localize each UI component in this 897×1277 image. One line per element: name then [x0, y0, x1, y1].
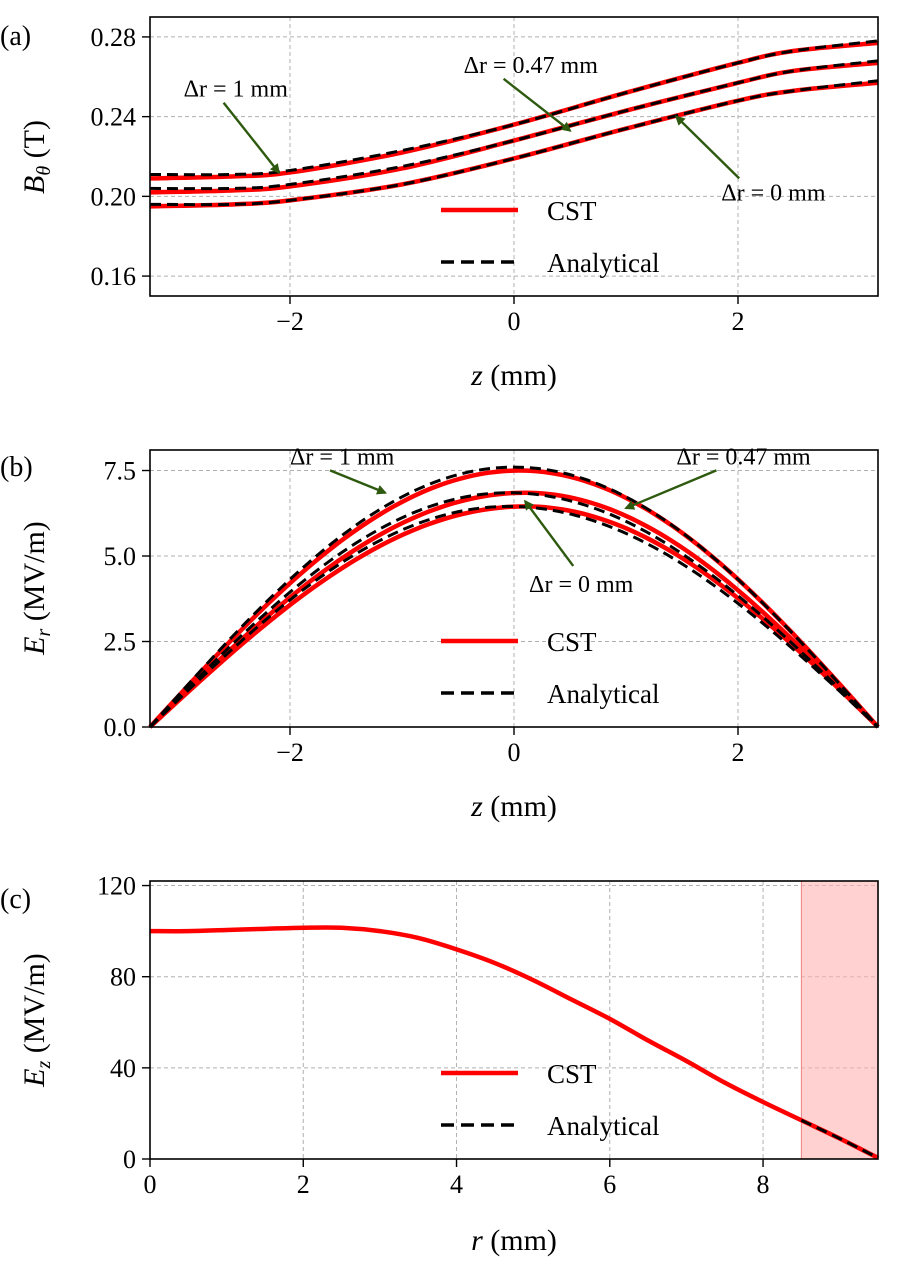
panel-c-series-layer	[149, 925, 880, 1160]
panel-b-series-deltar-0-mm-cst	[148, 504, 880, 729]
panel-a-series-deltar-1-mm-analytical	[149, 39, 879, 177]
panel-b-series-layer	[148, 465, 880, 729]
panel-c-xlabel: r (mm)	[471, 1224, 557, 1257]
panel-c-series-e-z-analytical	[800, 1118, 879, 1160]
panel-b-annotation-arrow	[329, 469, 388, 495]
panel-c-xtick-label: 0	[144, 1170, 157, 1199]
panel-b-xtick-label: 0	[508, 738, 521, 767]
panel-a-bfield-chart: (a) −2 0 2 0.16 0.20 0.24 0.28 Δr = 1 mm Δr = 0…	[0, 16, 879, 392]
panel-a-xlabel: z (mm)	[470, 359, 557, 392]
panel-b-legend-cst-label: CST	[547, 627, 597, 657]
panel-b-ytick-label: 0.0	[104, 713, 137, 742]
panel-a-ytick-label: 0.16	[91, 262, 137, 291]
panel-a-series-deltar-0-mm-analytical	[149, 79, 879, 207]
panel-b-series-deltar-1-mm-analytical	[148, 465, 880, 728]
panel-b-annotations: Δr = 1 mm Δr = 0.47 mm Δr = 0 mm	[290, 444, 811, 598]
panel-c-legend-cst-label: CST	[547, 1059, 597, 1089]
panel-a-xtick-label: 0	[508, 307, 521, 336]
panel-a-annotation-deltar-0-mm: Δr = 0 mm	[721, 180, 826, 206]
panel-b-annotation-arrow	[524, 499, 575, 567]
panel-c-ytick-label: 80	[110, 963, 136, 992]
panel-a-grid	[150, 17, 878, 296]
panel-a-annotation-deltar-1-mm: Δr = 1 mm	[184, 77, 289, 103]
panel-c-ylabel: Ez (MV/m)	[18, 953, 55, 1088]
panel-b-xtick-label: 2	[732, 738, 745, 767]
panel-c-grid	[149, 881, 878, 1160]
panel-c-xtick-label: 2	[297, 1170, 310, 1199]
panel-a-series-layer	[149, 39, 879, 209]
panel-a-legend-cst-label: CST	[547, 196, 597, 226]
panel-b-er-chart: (b) −2 0 2 0.0 2.5 5.0 7.5 Δr = 1 mm Δr = 0.47 …	[0, 444, 880, 823]
panel-a-annotation-arrow	[674, 115, 741, 180]
panel-b-ticks: −2 0 2 0.0 2.5 5.0 7.5	[104, 457, 745, 767]
panel-b-xlabel: z (mm)	[470, 790, 557, 823]
panel-a-legend: CST Analytical	[441, 196, 659, 278]
panel-a-xtick-label: −2	[276, 307, 304, 336]
panel-a-annotations: Δr = 1 mm Δr = 0.47 mm Δr = 0 mm	[184, 53, 826, 207]
panel-a-ytick-label: 0.20	[91, 182, 137, 211]
panel-c-shaded-region	[801, 881, 878, 1159]
panel-c-legend: CST Analytical	[441, 1059, 659, 1141]
panel-c-xtick-label: 8	[757, 1170, 770, 1199]
panel-c-shade-layer	[800, 881, 878, 1159]
panel-a-legend-analytical-label: Analytical	[547, 248, 659, 278]
panel-b-legend-analytical-label: Analytical	[547, 679, 659, 709]
panel-a-xtick-label: 2	[732, 307, 745, 336]
panel-c-frame	[149, 880, 879, 1160]
panel-c-series-e-z-cst	[149, 925, 880, 1160]
panel-c-ytick-label: 40	[110, 1054, 136, 1083]
panel-b-annotation-deltar-1-mm: Δr = 1 mm	[290, 444, 395, 470]
panel-b-series-deltar-1-mm-cst	[148, 468, 880, 729]
panel-a-annotation-arrow	[222, 101, 281, 175]
panel-b-ytick-label: 2.5	[104, 628, 137, 657]
panel-b-annotation-deltar-0-mm: Δr = 0 mm	[529, 572, 634, 598]
panel-a-label: (a)	[0, 21, 31, 52]
panel-c-xtick-label: 4	[450, 1170, 463, 1199]
panel-a-ytick-label: 0.24	[91, 103, 137, 132]
panel-b-ytick-label: 7.5	[104, 457, 137, 486]
panel-c-label: (c)	[0, 884, 31, 915]
panel-b-annotation-arrow	[624, 469, 717, 510]
panel-a-annotation-arrow	[502, 77, 572, 132]
panel-b-ytick-label: 5.0	[104, 542, 137, 571]
panel-b-series-deltar-0-47-mm-analytical	[148, 491, 880, 729]
panel-c-legend-analytical-label: Analytical	[547, 1111, 659, 1141]
panel-a-series-deltar-0-47-mm-analytical	[149, 59, 879, 191]
panel-a-ticks: −2 0 2 0.16 0.20 0.24 0.28	[91, 23, 745, 336]
panel-a-ytick-label: 0.28	[91, 23, 137, 52]
panel-b-legend: CST Analytical	[441, 627, 659, 709]
panel-a-ylabel: Bθ (T)	[18, 120, 55, 194]
panel-b-ylabel: Er (MV/m)	[18, 521, 55, 656]
panel-c-ytick-label: 0	[123, 1145, 136, 1174]
panel-b-xtick-label: −2	[276, 738, 304, 767]
panel-c-xtick-label: 6	[603, 1170, 616, 1199]
panel-a-annotation-deltar-0-47-mm: Δr = 0.47 mm	[464, 53, 599, 79]
panel-b-annotation-deltar-0-47-mm: Δr = 0.47 mm	[676, 444, 811, 470]
panel-c-ytick-label: 120	[97, 872, 136, 901]
panel-b-label: (b)	[0, 452, 33, 483]
